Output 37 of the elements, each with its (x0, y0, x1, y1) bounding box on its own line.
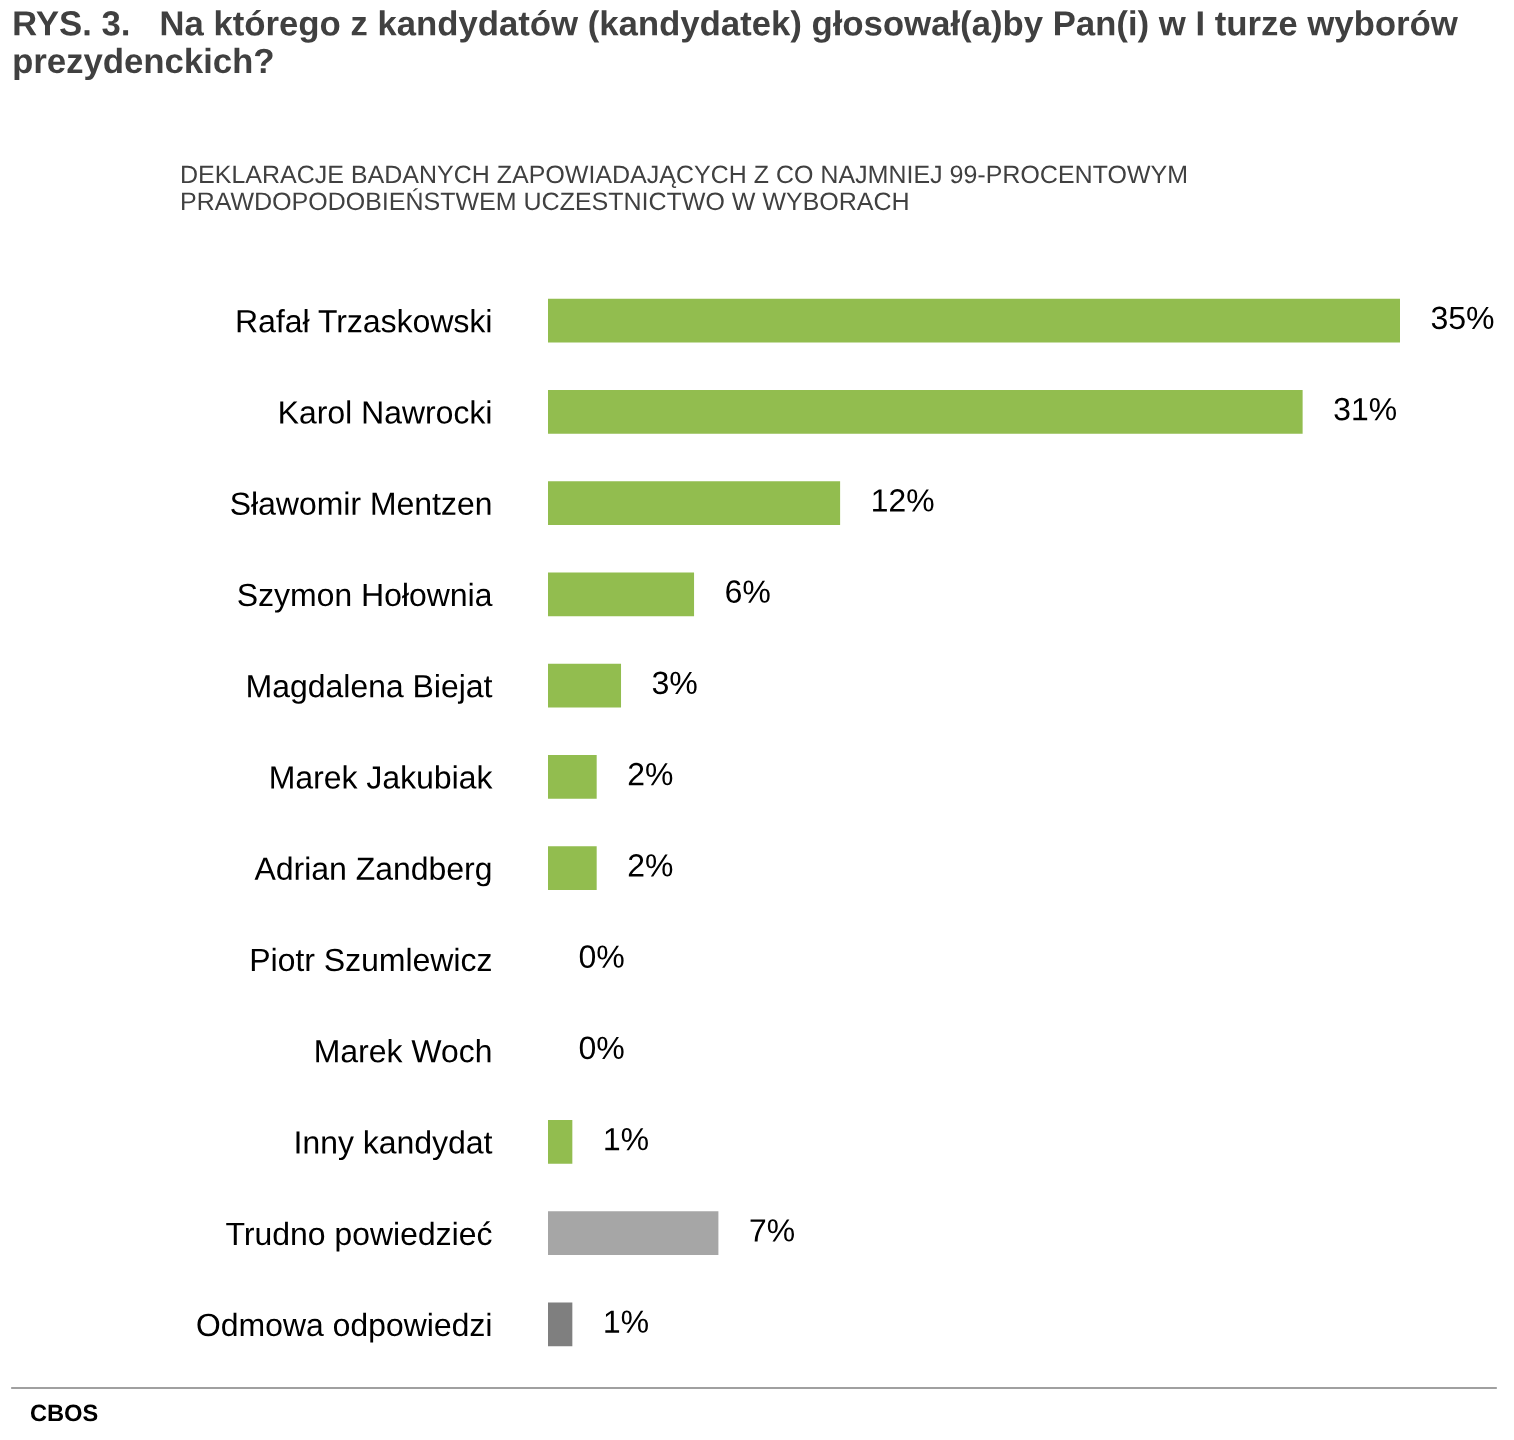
data-label: 0% (579, 1036, 624, 1060)
y-tick-label: Sławomir Mentzen (231, 491, 491, 516)
y-tick-label: Marek Woch (316, 1039, 491, 1063)
data-label: 31% (1334, 397, 1396, 421)
data-label: 0% (579, 945, 624, 968)
bar (548, 1119, 573, 1164)
y-tick-label: Karol Nawrocki (280, 400, 491, 424)
y-tick-label: Inny kandydat (296, 1130, 493, 1161)
text: CBOS (30, 1404, 98, 1422)
bar (548, 481, 841, 526)
data-label: 2% (628, 762, 673, 786)
data-label: 7% (750, 1219, 794, 1242)
data-label: 35% (1431, 306, 1494, 330)
data-label: 6% (726, 580, 770, 603)
data-label: 1% (605, 1310, 648, 1333)
y-tick-label: Adrian Zandberg (254, 856, 491, 887)
bar (548, 663, 622, 708)
data-label: 3% (652, 671, 697, 695)
chart-subtitle: DEKLARACJE BADANYCH ZAPOWIADAJĄCYCH Z CO NAJMNIEJ 99-PROCENTOWYM PRAWDOPODOBIEŃSTWEM UCZESTNICTWO W WYBORACH (182, 165, 1186, 211)
y-tick-label: Odmowa odpowiedzi (197, 1312, 491, 1343)
bar (548, 389, 1303, 434)
y-tick-label: Szymon Hołownia (238, 582, 493, 613)
bar (548, 1211, 719, 1256)
y-tick-label: Magdalena Biejat (248, 674, 493, 704)
data-label: 1% (605, 1127, 648, 1151)
bar (548, 846, 597, 891)
y-tick-label: Marek Jakubiak (271, 765, 493, 789)
bar (548, 1302, 573, 1347)
data-label: 2% (628, 854, 673, 877)
bar (548, 572, 695, 617)
y-tick-label: Rafał Trzaskowski (237, 309, 491, 333)
y-tick-label: Trudno powiedzieć (226, 1221, 492, 1252)
data-label: 12% (873, 489, 934, 512)
y-tick-label: Piotr Szumlewicz (251, 947, 491, 972)
bar (548, 754, 597, 799)
bar (548, 298, 1400, 343)
chart-title: RYS. 3. Na którego z kandydatów (kandydatek) głosował(a)by Pan(i) w I turze wyborów prezydenckich? (14, 9, 1458, 81)
